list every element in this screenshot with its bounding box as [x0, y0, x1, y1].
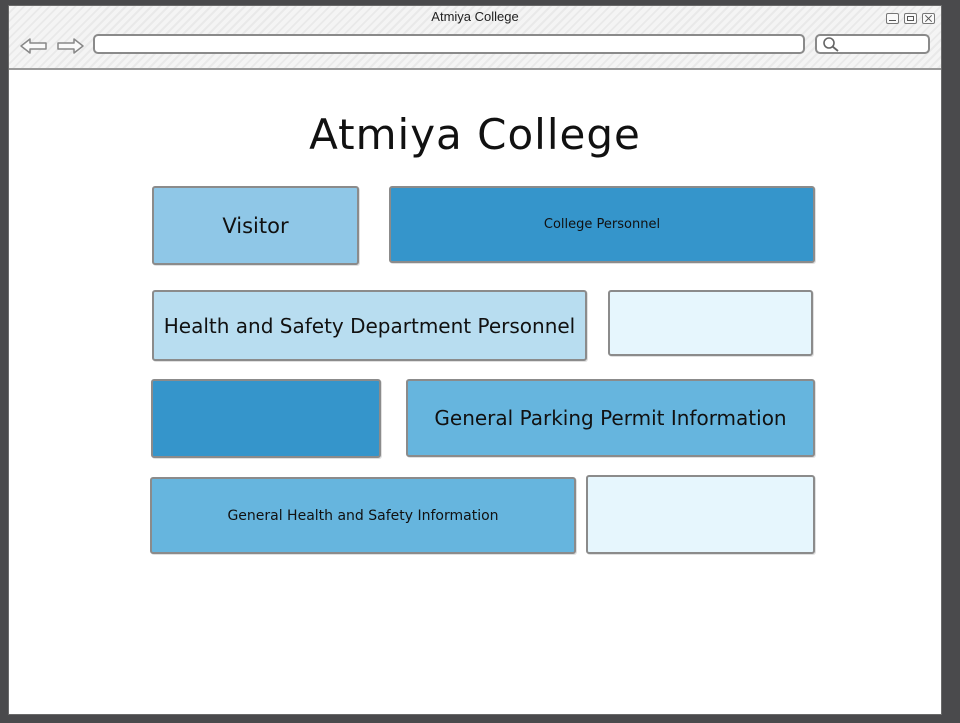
window-controls — [886, 13, 935, 24]
health-safety-personnel-tile[interactable]: Health and Safety Department Personnel — [152, 290, 587, 361]
minimize-icon[interactable] — [886, 13, 899, 24]
address-bar[interactable] — [93, 34, 805, 54]
browser-chrome: Atmiya College — [9, 6, 941, 70]
search-icon — [821, 36, 841, 56]
parking-permit-tile[interactable]: General Parking Permit Information — [406, 379, 815, 457]
empty-tile-2[interactable] — [151, 379, 381, 458]
health-safety-info-tile[interactable]: General Health and Safety Information — [150, 477, 576, 554]
empty-tile-1[interactable] — [608, 290, 813, 356]
close-icon[interactable] — [922, 13, 935, 24]
forward-arrow-icon[interactable] — [55, 36, 85, 56]
back-arrow-icon[interactable] — [19, 36, 49, 56]
empty-tile-3[interactable] — [586, 475, 815, 554]
visitor-tile[interactable]: Visitor — [152, 186, 359, 265]
page-title: Atmiya College — [309, 110, 641, 159]
maximize-icon[interactable] — [904, 13, 917, 24]
college-personnel-tile[interactable]: College Personnel — [389, 186, 815, 263]
search-field[interactable] — [815, 34, 930, 54]
window-title: Atmiya College — [431, 9, 519, 24]
browser-window: Atmiya College Atmiya College Visitor Co… — [8, 5, 942, 715]
